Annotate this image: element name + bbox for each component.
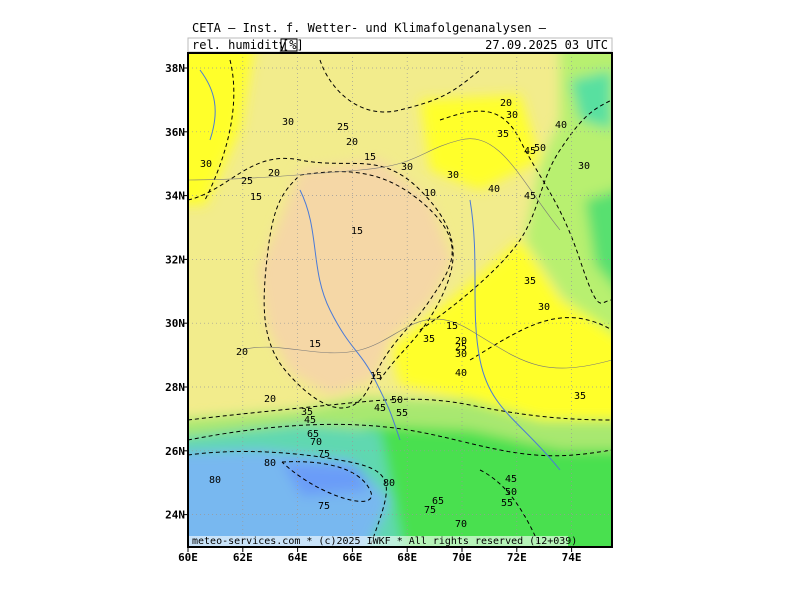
footer: meteo-services.com * (c)2025 IWKF * All … — [192, 536, 577, 547]
graticule — [188, 53, 612, 547]
contour-label: 15 — [364, 152, 376, 163]
unit-box — [280, 38, 298, 52]
map-frame — [187, 52, 613, 548]
lon-label: 70E — [452, 551, 472, 564]
contour-label: 20 — [346, 137, 358, 148]
contour-label: 45 — [524, 146, 536, 157]
contour-label: 20 — [500, 98, 512, 109]
contour-label: 35 — [524, 276, 536, 287]
contour-label: 45 — [304, 415, 316, 426]
contour-label: 35 — [574, 391, 586, 402]
contour-label: 15 — [446, 321, 458, 332]
contour-label: 25 — [241, 176, 253, 187]
contour-label: 70 — [455, 519, 467, 530]
contour-label: 20 — [268, 168, 280, 179]
contour-label: 75 — [318, 449, 330, 460]
lon-label: 66E — [342, 551, 362, 564]
contour-label: 20 — [264, 394, 276, 405]
contour-label: 50 — [391, 395, 403, 406]
contour-label: 10 — [424, 188, 436, 199]
contour-lines — [188, 59, 612, 547]
lat-label: 38N — [165, 62, 185, 75]
contour-label: 15 — [351, 226, 363, 237]
lon-label: 64E — [288, 551, 308, 564]
contour-label: 30 — [455, 349, 467, 360]
lon-label: 62E — [233, 551, 253, 564]
lat-label: 28N — [165, 381, 185, 394]
borders — [188, 138, 612, 369]
contour-label: 35 — [301, 407, 313, 418]
contour-label: 30 — [401, 162, 413, 173]
lat-label: 32N — [165, 253, 185, 266]
contour-label: 75 — [424, 505, 436, 516]
contour-label: 75 — [318, 501, 330, 512]
contour-label: 35 — [497, 129, 509, 140]
contour-label: 25 — [337, 122, 349, 133]
contour-label: 45 — [524, 191, 536, 202]
contour-label: 20 — [455, 336, 467, 347]
contour-label: 50 — [534, 143, 546, 154]
contour-label: 40 — [455, 368, 467, 379]
lat-label: 34N — [165, 190, 185, 203]
contour-label: 15 — [250, 192, 262, 203]
contour-label: 40 — [488, 184, 500, 195]
contour-label: 80 — [383, 478, 395, 489]
contour-label: 35 — [423, 334, 435, 345]
contour-label: 30 — [506, 110, 518, 121]
lon-label: 74E — [562, 551, 582, 564]
contour-label: 55 — [501, 498, 513, 509]
variable: rel. humidity — [192, 38, 286, 52]
lon-label: 68E — [397, 551, 417, 564]
contour-label: 30 — [282, 117, 294, 128]
contour-label: 40 — [555, 120, 567, 131]
contour-label: 45 — [505, 474, 517, 485]
unit: [%] — [282, 38, 304, 52]
contour-label: 80 — [264, 458, 276, 469]
contour-label: 20 — [236, 347, 248, 358]
lon-label: 72E — [507, 551, 527, 564]
contour-label: 30 — [200, 159, 212, 170]
contour-label: 50 — [505, 487, 517, 498]
contour-label: 65 — [432, 496, 444, 507]
contour-label: 30 — [578, 161, 590, 172]
lat-label: 36N — [165, 126, 185, 139]
lat-label: 30N — [165, 317, 185, 330]
contour-label: 30 — [538, 302, 550, 313]
lat-label: 24N — [165, 509, 185, 522]
title: CETA — Inst. f. Wetter- und Klimafolgena… — [192, 21, 547, 35]
contour-label: 65 — [307, 429, 319, 440]
contour-label: 25 — [455, 342, 467, 353]
contour-label: 15 — [309, 339, 321, 350]
contour-label: 70 — [310, 437, 322, 448]
map-field: meteo-services.com * (c)2025 IWKF * All … — [188, 53, 612, 547]
contour-label: 15 — [370, 371, 382, 382]
contour-label: 55 — [396, 408, 408, 419]
contour-label: 45 — [374, 403, 386, 414]
lat-label: 26N — [165, 445, 185, 458]
contour-label: 30 — [447, 170, 459, 181]
valid-time: 27.09.2025 03 UTC — [485, 38, 608, 52]
contour-label: 80 — [209, 475, 221, 486]
lon-label: 60E — [178, 551, 198, 564]
